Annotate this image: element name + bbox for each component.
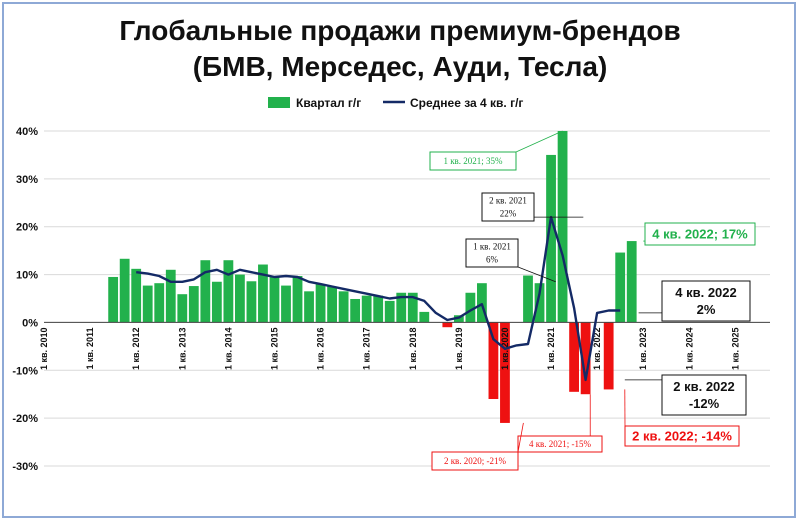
x-tick-label: 1 кв. 2015: [269, 327, 279, 370]
legend-swatch-quarter: [268, 97, 290, 108]
bar: [488, 322, 499, 399]
bar: [419, 311, 430, 323]
bar: [442, 322, 453, 328]
chart-title-line1: Глобальные продажи премиум-брендов: [119, 15, 681, 46]
x-tick-label: 1 кв. 2022: [592, 327, 602, 370]
bar: [108, 276, 119, 323]
x-tick-label: 1 кв. 2011: [85, 327, 95, 369]
x-tick-label: 1 кв. 2016: [316, 327, 326, 370]
y-tick-label: 0%: [22, 317, 38, 329]
annotation-box: [429, 151, 517, 171]
y-tick-label: 10%: [16, 270, 38, 282]
annotation-label: 2 кв. 2022: [673, 379, 734, 394]
annotation-label: 4 кв. 2022; 17%: [652, 227, 748, 242]
annotation-label: 4 кв. 2022: [675, 285, 736, 300]
bar: [211, 281, 222, 323]
y-tick-label: 30%: [16, 174, 38, 186]
bar: [142, 285, 153, 323]
annotation-box: [517, 435, 603, 453]
bar: [338, 291, 349, 323]
bar: [384, 300, 395, 323]
annotation-label: 2 кв. 2021: [489, 196, 527, 206]
chart-title-line2: (БМВ, Мерседес, Ауди, Тесла): [192, 51, 608, 82]
bar: [523, 275, 533, 323]
annotation-label: 22%: [500, 209, 517, 219]
bar: [154, 283, 165, 323]
bar: [258, 264, 268, 323]
bar: [177, 294, 188, 323]
annotation-label: -12%: [689, 396, 720, 411]
bar: [407, 292, 418, 323]
bar: [327, 286, 337, 323]
bar: [603, 322, 614, 390]
bar: [453, 315, 464, 323]
y-tick-label: 20%: [16, 222, 38, 234]
annotation-label: 2%: [697, 302, 716, 317]
x-tick-label: 1 кв. 2012: [131, 327, 141, 370]
bar: [165, 269, 176, 323]
x-tick-label: 1 кв. 2019: [454, 327, 464, 370]
bar: [350, 298, 361, 323]
bar: [119, 258, 130, 323]
x-tick-label: 1 кв. 2024: [684, 327, 694, 370]
bar: [626, 241, 637, 323]
legend-label-average: Среднее за 4 кв. г/г: [410, 96, 523, 110]
x-tick-label: 1 кв. 2010: [39, 327, 49, 370]
annotation-leader: [517, 422, 524, 453]
bar: [500, 322, 510, 423]
bar: [292, 276, 303, 323]
bar: [131, 268, 142, 323]
annotation-box: [661, 280, 751, 322]
bar: [569, 322, 579, 392]
annotation-label: 2 кв. 2022; -14%: [632, 429, 732, 444]
bar: [615, 252, 626, 323]
bar: [546, 154, 556, 323]
legend-label-quarter: Квартал г/г: [296, 96, 361, 110]
x-tick-label: 1 кв. 2025: [730, 327, 740, 370]
bar: [557, 131, 568, 323]
x-tick-label: 1 кв. 2014: [223, 327, 233, 370]
bar: [580, 322, 591, 395]
bar: [223, 260, 234, 323]
annotation-box: [481, 192, 535, 222]
annotation-label: 6%: [486, 255, 499, 265]
annotation-label: 4 кв. 2021; -15%: [529, 439, 592, 449]
annotation-label: 2 кв. 2020; -21%: [444, 456, 507, 466]
x-tick-label: 1 кв. 2013: [177, 327, 187, 370]
bar: [235, 274, 245, 323]
y-tick-label: -30%: [12, 461, 38, 473]
bar: [188, 286, 199, 323]
y-tick-label: -10%: [12, 365, 38, 377]
bar: [396, 292, 407, 323]
annotation-box: [465, 238, 519, 268]
bar: [200, 260, 211, 323]
annotation-label: 1 кв. 2021; 35%: [443, 156, 503, 166]
x-tick-label: 1 кв. 2021: [546, 327, 556, 370]
bar: [477, 283, 487, 323]
annotation-leader: [517, 266, 556, 283]
y-tick-label: -20%: [12, 413, 38, 425]
y-tick-label: 40%: [16, 126, 38, 138]
bar: [373, 295, 384, 323]
bar: [534, 283, 545, 323]
x-tick-label: 1 кв. 2023: [638, 327, 648, 370]
x-tick-label: 1 кв. 2017: [362, 327, 372, 370]
bar: [246, 281, 257, 323]
x-tick-label: 1 кв. 2018: [408, 327, 418, 370]
bar: [315, 284, 326, 323]
annotation-box: [661, 374, 747, 416]
bar: [269, 276, 280, 323]
bar: [361, 295, 372, 323]
bar: [304, 291, 314, 323]
average-line: [136, 215, 621, 382]
annotation-label: 1 кв. 2021: [473, 242, 511, 252]
annotation-box: [644, 222, 756, 246]
annotation-box: [431, 451, 519, 471]
annotation-box: [624, 425, 740, 447]
bar: [281, 285, 291, 323]
bar: [465, 292, 476, 323]
annotation-leader: [515, 130, 563, 153]
